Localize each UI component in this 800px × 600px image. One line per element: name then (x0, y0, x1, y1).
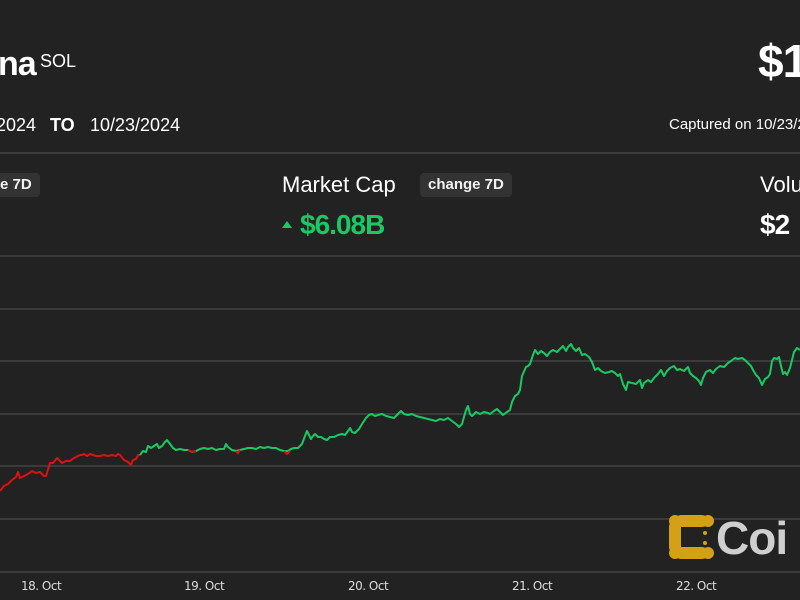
asset-symbol: SOL (40, 51, 77, 71)
gridline (0, 465, 800, 467)
coindesk-logo-icon (669, 515, 714, 559)
gridline (0, 518, 800, 520)
market-cap-label: Market Cap (282, 172, 396, 197)
market-cap-value: $6.08B (282, 208, 385, 242)
x-axis-line (0, 571, 800, 573)
gridline (0, 413, 800, 415)
up-triangle-icon (282, 221, 292, 229)
price-line-up-segment (139, 343, 800, 456)
price-line-down-dip (187, 449, 197, 454)
market-cap-change-chip[interactable]: change 7D (420, 173, 512, 197)
stats-divider (0, 255, 800, 257)
gridline (0, 308, 800, 310)
volume-label: Volu (760, 172, 800, 197)
price-line-down-segment (0, 453, 140, 492)
price-line-down-dip (283, 450, 291, 456)
range-to-date: 10/23/2024 (90, 115, 181, 135)
price-change-chip[interactable]: e 7D (0, 173, 40, 197)
asset-name: na (0, 45, 37, 83)
range-from-date: 2024 (0, 115, 37, 135)
range-to-label: TO (50, 115, 75, 135)
current-price: $1 (758, 35, 800, 87)
header-divider (0, 152, 800, 154)
market-cap-amount: $6.08B (300, 209, 385, 240)
watermark-text: Coi (716, 512, 788, 564)
volume-value: $2 (760, 209, 790, 240)
x-tick-22-oct: 22. Oct (676, 579, 717, 593)
x-tick-18-oct: 18. Oct (21, 579, 62, 593)
price-line-down-dip (235, 449, 241, 455)
x-tick-20-oct: 20. Oct (348, 579, 389, 593)
captured-timestamp: Captured on 10/23/2 (669, 116, 800, 133)
gridline (0, 360, 800, 362)
x-tick-19-oct: 19. Oct (184, 579, 225, 593)
x-tick-21-oct: 21. Oct (512, 579, 553, 593)
